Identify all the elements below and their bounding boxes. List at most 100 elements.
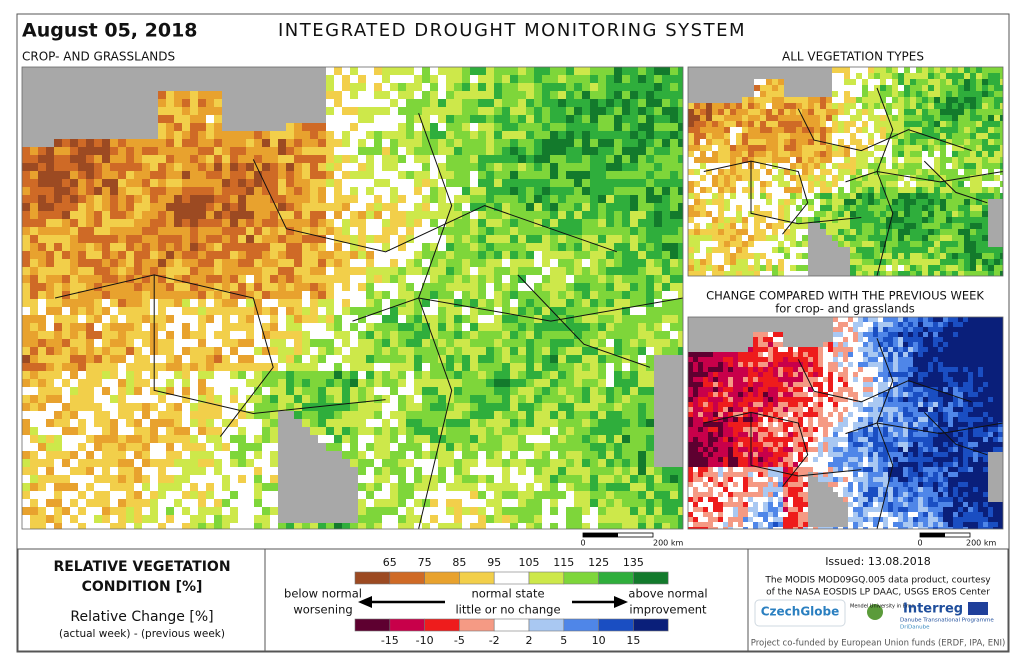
map-cell (566, 131, 574, 139)
map-cell (334, 147, 342, 155)
map-cell (382, 179, 390, 187)
map-cell (550, 515, 558, 523)
map-cell (494, 83, 502, 91)
map-cell (238, 459, 246, 467)
map-cell (802, 115, 808, 121)
map-cell (142, 371, 150, 379)
map-cell (174, 483, 182, 491)
map-cell (62, 403, 70, 411)
map-cell (994, 115, 1000, 121)
map-cell (606, 91, 614, 99)
map-cell (22, 387, 30, 395)
map-cell (182, 227, 190, 235)
map-cell (574, 275, 582, 283)
map-cell (838, 121, 844, 127)
map-cell (294, 275, 302, 283)
map-cell (478, 507, 486, 515)
map-cell (1000, 79, 1003, 85)
map-cell (158, 483, 166, 491)
map-cell (630, 203, 638, 211)
map-cell (398, 123, 406, 131)
map-cell (230, 435, 238, 443)
map-cell (502, 243, 510, 251)
map-cell (534, 483, 542, 491)
map-cell (126, 339, 134, 347)
map-cell (94, 435, 102, 443)
map-cell (286, 147, 294, 155)
map-cell (922, 91, 928, 97)
map-cell (766, 133, 772, 139)
map-cell (350, 227, 358, 235)
map-cell (254, 387, 262, 395)
map-cell (526, 419, 534, 427)
map-cell (574, 227, 582, 235)
map-cell (214, 523, 222, 529)
map-cell (494, 195, 502, 203)
map-cell (126, 515, 134, 523)
map-cell (302, 155, 310, 163)
map-cell (590, 507, 598, 515)
map-cell (62, 323, 70, 331)
map-cell (574, 195, 582, 203)
map-cell (22, 323, 30, 331)
map-cell (566, 499, 574, 507)
map-cell (110, 491, 118, 499)
map-cell (662, 123, 670, 131)
map-cell (358, 483, 366, 491)
map-cell (486, 163, 494, 171)
map-cell (910, 139, 916, 145)
map-cell (614, 443, 622, 451)
map-cell (706, 115, 712, 121)
map-cell (748, 121, 754, 127)
map-cell (238, 331, 246, 339)
map-cell (590, 499, 598, 507)
map-cell (358, 123, 366, 131)
map-cell (486, 499, 494, 507)
map-cell (278, 243, 286, 251)
map-cell (784, 109, 790, 115)
map-cell (940, 73, 946, 79)
map-cell (222, 347, 230, 355)
map-cell (622, 283, 630, 291)
map-cell (796, 145, 802, 151)
map-cell (406, 195, 414, 203)
map-cell (946, 109, 952, 115)
map-cell (78, 227, 86, 235)
map-cell (414, 339, 422, 347)
map-cell (286, 163, 294, 171)
map-cell (366, 171, 374, 179)
map-cell (430, 219, 438, 227)
map-cell (22, 515, 30, 523)
map-cell (470, 99, 478, 107)
map-cell (638, 195, 646, 203)
map-cell (86, 275, 94, 283)
map-cell (278, 323, 286, 331)
map-cell (94, 259, 102, 267)
map-cell (262, 323, 270, 331)
map-cell (622, 403, 630, 411)
map-cell (198, 283, 206, 291)
map-cell (238, 451, 246, 459)
map-cell (46, 307, 54, 315)
map-cell (422, 483, 430, 491)
map-cell (422, 251, 430, 259)
map-cell (262, 315, 270, 323)
map-cell (826, 103, 832, 109)
map-cell (22, 195, 30, 203)
map-cell (198, 491, 206, 499)
map-cell (494, 363, 502, 371)
map-cell (510, 99, 518, 107)
map-cell (430, 403, 438, 411)
map-cell (582, 331, 590, 339)
map-cell (478, 227, 486, 235)
map-cell (430, 171, 438, 179)
map-cell (270, 283, 278, 291)
map-cell (958, 85, 964, 91)
map-cell (134, 467, 142, 475)
map-cell (736, 127, 742, 133)
map-cell (150, 259, 158, 267)
map-cell (790, 109, 796, 115)
map-cell (198, 435, 206, 443)
map-cell (646, 131, 654, 139)
map-cell (150, 507, 158, 515)
